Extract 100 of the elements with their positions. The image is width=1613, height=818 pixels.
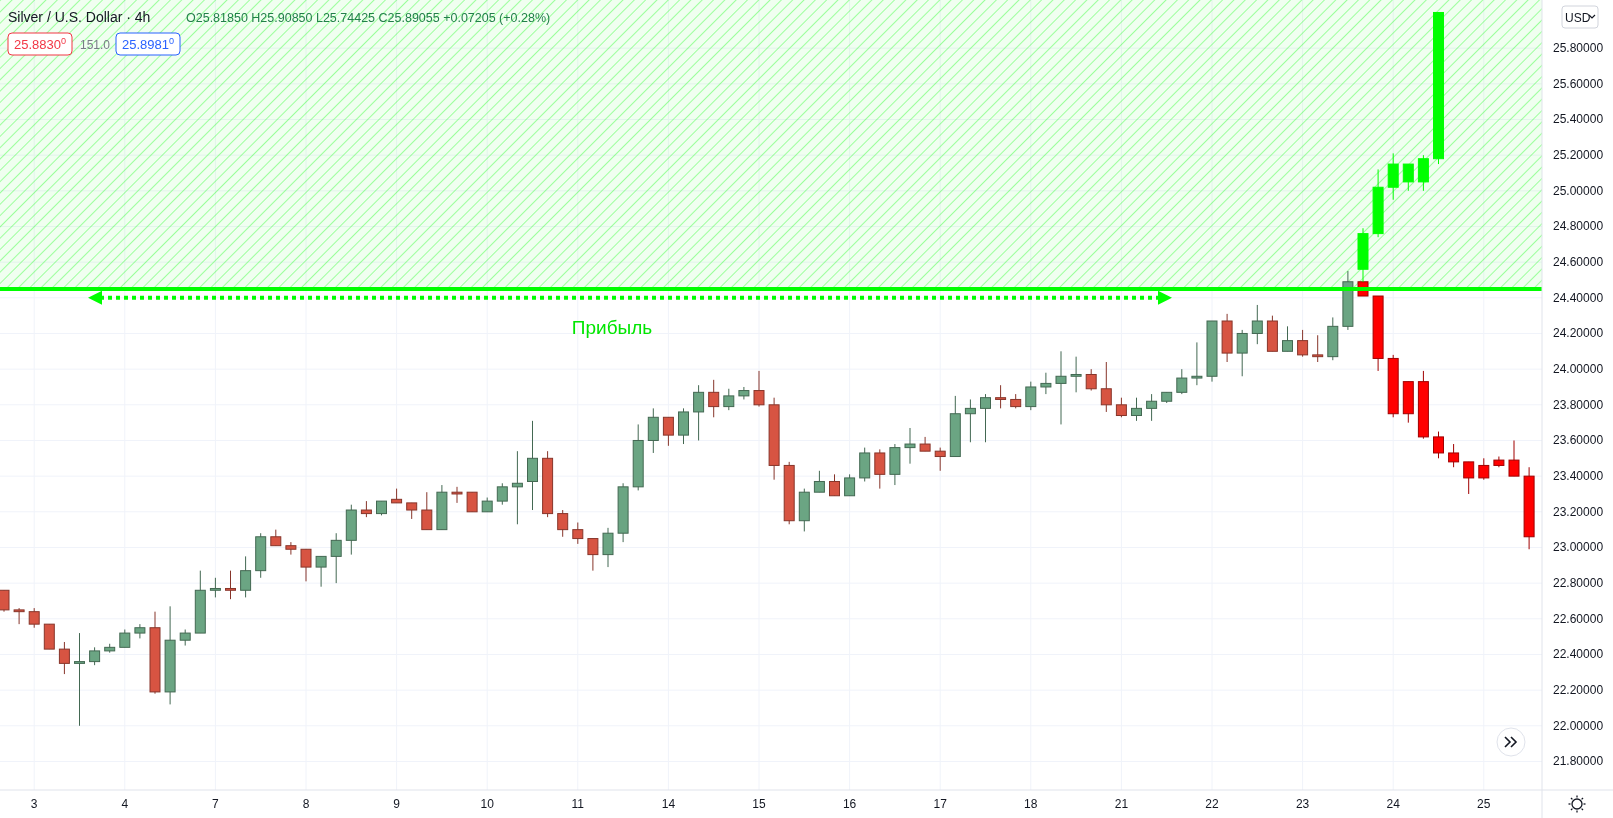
candlestick: [1297, 329, 1309, 358]
text: USD: [1565, 11, 1591, 25]
candlestick: [602, 527, 614, 568]
y-tick-label: 22.60000: [1553, 611, 1604, 626]
candlestick: [28, 607, 40, 629]
x-tick-label: 16: [842, 797, 857, 811]
y-tick-label: 22.40000: [1553, 647, 1604, 662]
candlestick: [1040, 372, 1052, 395]
x-tick-label: 15: [752, 797, 766, 811]
x-tick-label: 4: [121, 797, 129, 811]
candlestick: [1478, 457, 1490, 481]
candlestick: [1070, 356, 1082, 393]
y-tick-label: 22.00000: [1553, 718, 1604, 733]
x-tick-label: 21: [1114, 797, 1129, 811]
y-tick-label: 22.20000: [1553, 683, 1604, 698]
candlestick: [874, 448, 886, 490]
candlestick: [0, 589, 10, 613]
candlestick: [315, 555, 327, 588]
candlestick: [829, 473, 840, 497]
candlestick: [1417, 154, 1429, 192]
y-tick-label: 23.00000: [1553, 540, 1604, 555]
y-tick-label: 25.60000: [1553, 76, 1604, 91]
candlestick: [527, 420, 538, 511]
x-tick-label: 23: [1295, 797, 1310, 811]
x-tick-label: 8: [302, 797, 310, 811]
x-tick-label: 24: [1386, 797, 1401, 811]
candlestick: [934, 447, 946, 472]
candlestick: [58, 641, 70, 675]
candlestick: [13, 607, 25, 625]
candlestick: [1508, 439, 1520, 477]
candlestick: [209, 577, 221, 598]
candlestick: [1055, 350, 1067, 425]
y-tick-label: 23.80000: [1553, 397, 1604, 412]
candlestick: [1236, 329, 1248, 377]
candlestick: [1448, 443, 1460, 468]
candlestick: [693, 384, 705, 441]
candlestick: [1131, 397, 1142, 422]
x-tick-label: 22: [1205, 797, 1219, 811]
x-tick-label: 10: [480, 797, 495, 811]
annotation: 25.8981$^{0}$: [122, 36, 175, 52]
x-tick-label: 25: [1477, 797, 1491, 811]
candlestick: [1100, 361, 1112, 413]
candlestick: [240, 555, 252, 598]
x-tick-label: 9: [393, 797, 401, 811]
y-tick-label: 24.60000: [1553, 255, 1604, 270]
candlestick: [678, 407, 689, 445]
candlestick: [225, 570, 236, 600]
candlestick: [1176, 368, 1188, 395]
text: Silver / U.S. Dollar · 4h: [8, 9, 151, 25]
candlestick: [134, 623, 146, 639]
candlestick: [74, 632, 85, 727]
x-tick-label: 17: [933, 797, 948, 811]
y-tick-label: 24.80000: [1553, 219, 1604, 234]
candlestick: [1282, 325, 1293, 352]
x-tick-label: 18: [1024, 797, 1038, 811]
y-tick-label: 24.20000: [1553, 326, 1604, 341]
candlestick: [1085, 368, 1097, 392]
candlestick: [844, 473, 856, 497]
annotation: 151.0: [80, 38, 111, 52]
candlestick: [662, 416, 674, 447]
candlestick: [1402, 163, 1414, 192]
candlestick: [1146, 393, 1158, 422]
x-tick-label: 7: [212, 797, 220, 811]
candlestick: [1312, 334, 1324, 363]
x-tick-label: 3: [30, 797, 38, 811]
annotation: O25.81850 H25.90850 L25.74425 C25.89055 +0.07205 (+0.28%): [186, 11, 551, 25]
candlestick: [557, 509, 569, 538]
candlestick: [1025, 381, 1037, 411]
y-tick-label: 25.20000: [1553, 148, 1604, 163]
candlestick: [1387, 152, 1399, 201]
y-tick-label: 24.40000: [1553, 290, 1604, 305]
x-tick-label: 11: [571, 797, 585, 811]
candlestick: [1115, 397, 1127, 418]
candlestick: [330, 532, 342, 584]
y-tick-label: 25.00000: [1553, 183, 1604, 198]
candlestick: [647, 407, 659, 454]
candlestick: [723, 388, 735, 411]
candlestick: [572, 522, 584, 545]
candlestick: [421, 491, 433, 531]
candlestick: [980, 393, 991, 443]
candlestick: [1191, 341, 1203, 386]
candlestick: [587, 538, 599, 572]
candlestick: [451, 486, 463, 504]
y-tick-label: 23.20000: [1553, 504, 1604, 519]
candlestick: [1251, 304, 1263, 345]
candlestick: [466, 491, 478, 513]
candlestick: [964, 398, 976, 443]
y-tick-label: 23.60000: [1553, 433, 1604, 448]
y-tick-label: 22.80000: [1553, 576, 1604, 591]
annotation: 25.8830$^{0}$: [14, 36, 67, 52]
candlestick: [995, 384, 1007, 409]
y-tick-label: 23.40000: [1553, 469, 1604, 484]
candlestick: [285, 541, 297, 556]
y-tick-label: 25.80000: [1553, 41, 1604, 56]
x-tick-label: 14: [661, 797, 676, 811]
candlestick: [300, 548, 312, 582]
y-tick-label: 25.40000: [1553, 112, 1604, 127]
candlestick: [813, 470, 825, 493]
candlestick: [1433, 431, 1444, 459]
candlestick: [904, 427, 916, 465]
